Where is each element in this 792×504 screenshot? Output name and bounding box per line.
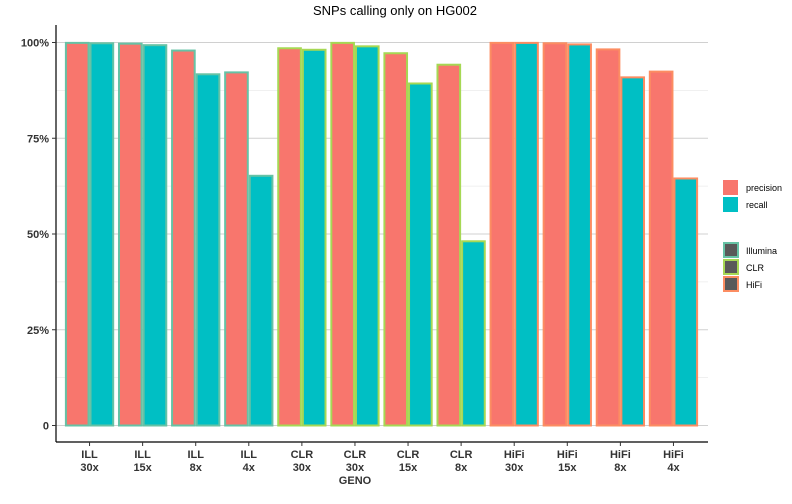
y-tick-label: 25% (27, 325, 49, 337)
legend-outline-key-Illumina (723, 242, 739, 258)
bars (64, 41, 699, 427)
legend-fill-key-recall (723, 197, 738, 212)
legend-outline-label: CLR (746, 263, 765, 273)
x-tick-label-line1: CLR (344, 449, 367, 461)
bar-precision-10 (595, 48, 621, 427)
x-tick-label-line2: 15x (399, 462, 418, 474)
bar-precision-0 (64, 41, 90, 427)
y-axis-ticks: 0 25% 50% 75% 100% (21, 38, 56, 433)
bar-precision-2 (171, 49, 196, 427)
legend-outline-label: Illumina (746, 246, 777, 256)
y-tick-label: 100% (21, 38, 49, 50)
bar-recall-4 (301, 48, 327, 427)
x-tick-label-line1: CLR (291, 449, 314, 461)
bar-recall-8 (514, 41, 539, 427)
legend-outline-key-CLR (723, 259, 739, 275)
legend-fill-label: recall (746, 200, 768, 210)
x-tick-label-line2: 15x (133, 462, 152, 474)
bar-recall-5 (354, 45, 380, 427)
bar-precision-3 (224, 71, 249, 427)
x-tick-label-line1: ILL (81, 449, 98, 461)
x-tick-label-line2: 8x (190, 462, 203, 474)
legend-outline: Illumina CLR HiFi (723, 242, 777, 292)
x-tick-label-line1: CLR (450, 449, 473, 461)
bar-recall-7 (461, 240, 486, 427)
x-tick-label-line2: 15x (558, 462, 577, 474)
legend-fill-key-precision (723, 180, 738, 195)
x-axis-label: GENO (339, 475, 372, 487)
bar-recall-11 (673, 177, 699, 427)
x-tick-label-line1: HiFi (610, 449, 631, 461)
bar-recall-2 (195, 73, 221, 427)
x-tick-label-line1: HiFi (557, 449, 578, 461)
x-tick-label-line2: 4x (243, 462, 256, 474)
legend-fill-label: precision (746, 183, 782, 193)
x-tick-label-line2: 30x (80, 462, 99, 474)
bar-precision-6 (383, 52, 409, 427)
x-tick-label-line2: 30x (346, 462, 365, 474)
bar-recall-1 (142, 44, 168, 427)
bar-precision-8 (489, 41, 515, 427)
y-tick-label: 75% (27, 133, 49, 145)
y-tick-label: 0 (43, 421, 49, 433)
bar-precision-9 (542, 42, 568, 427)
x-tick-label-line2: 8x (614, 462, 627, 474)
legend-fill: precision recall (723, 180, 782, 212)
x-tick-label-line2: 30x (293, 462, 312, 474)
bar-recall-10 (620, 76, 646, 427)
bar-recall-3 (248, 174, 274, 427)
x-tick-label-line2: 8x (455, 462, 468, 474)
chart-title: SNPs calling only on HG002 (313, 3, 477, 18)
bar-precision-11 (648, 70, 674, 427)
bar-precision-1 (117, 42, 143, 427)
x-tick-label-line1: CLR (397, 449, 420, 461)
x-tick-label-line2: 30x (505, 462, 524, 474)
x-tick-label-line1: HiFi (504, 449, 525, 461)
bar-precision-7 (436, 63, 462, 427)
bar-recall-0 (89, 42, 115, 427)
bar-precision-4 (277, 47, 302, 427)
bar-precision-5 (330, 41, 355, 427)
legend-outline-label: HiFi (746, 280, 762, 290)
x-tick-label-line1: ILL (134, 449, 151, 461)
bar-recall-6 (408, 82, 433, 427)
legend-outline-key-HiFi (723, 276, 739, 292)
x-tick-label-line1: ILL (241, 449, 258, 461)
x-tick-label-line2: 4x (667, 462, 680, 474)
x-axis-ticks: ILL30xILL15xILL8xILL4xCLR30xCLR30xCLR15x… (80, 442, 684, 474)
x-tick-label-line1: HiFi (663, 449, 684, 461)
x-tick-label-line1: ILL (187, 449, 204, 461)
bar-recall-9 (567, 43, 592, 427)
y-tick-label: 50% (27, 229, 49, 241)
